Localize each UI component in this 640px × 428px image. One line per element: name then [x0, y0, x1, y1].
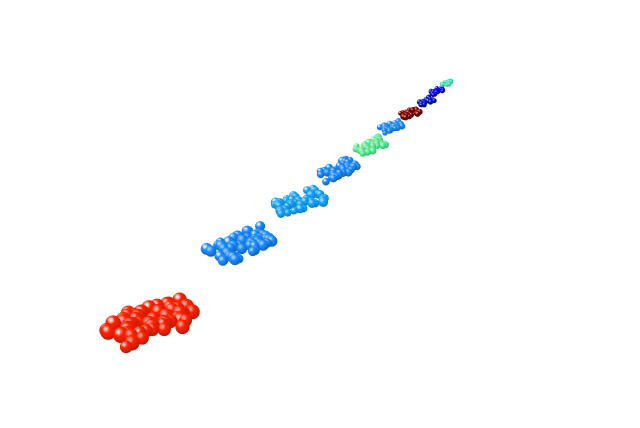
sphere	[205, 245, 217, 257]
cluster-5	[352, 133, 389, 157]
cluster-1	[99, 292, 200, 354]
sphere	[283, 208, 292, 217]
sphere	[307, 199, 317, 208]
cluster-7	[398, 106, 423, 121]
sphere	[386, 128, 392, 134]
cluster-3	[270, 184, 329, 218]
sphere	[402, 114, 409, 121]
sphere	[419, 103, 424, 108]
sphere	[329, 174, 338, 183]
sphere	[318, 197, 329, 208]
sphere	[317, 170, 325, 179]
sphere	[276, 209, 286, 218]
sphere	[229, 254, 241, 266]
sphere	[431, 92, 436, 98]
sphere	[119, 340, 133, 354]
sphere	[440, 83, 444, 88]
sphere	[440, 89, 445, 94]
sphere	[257, 239, 269, 251]
sphere	[392, 125, 398, 131]
sphere	[217, 255, 228, 266]
cluster-2	[200, 221, 278, 266]
sphere	[382, 130, 388, 136]
sphere	[414, 110, 421, 117]
sphere	[376, 124, 383, 131]
cluster-6	[376, 118, 406, 136]
sphere	[445, 83, 449, 87]
sphere	[322, 177, 330, 186]
sphere	[427, 99, 434, 105]
sphere	[359, 150, 366, 157]
sphere	[236, 243, 248, 255]
sphere	[290, 206, 298, 215]
sphere	[323, 168, 332, 177]
cluster-9	[428, 85, 446, 98]
cluster-8	[416, 94, 437, 108]
sphere	[379, 142, 387, 150]
sphere	[100, 324, 116, 340]
cluster-4	[316, 155, 361, 186]
sphere	[247, 246, 258, 257]
sphere	[157, 322, 171, 337]
sphere	[175, 319, 190, 335]
cluster-10	[440, 78, 454, 88]
